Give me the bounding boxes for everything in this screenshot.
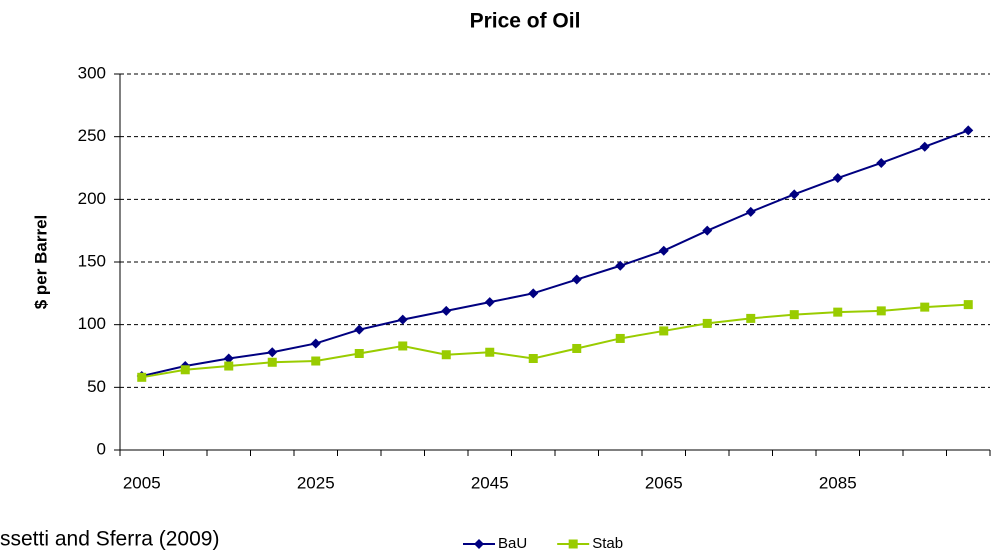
marker	[571, 274, 582, 285]
marker	[963, 300, 973, 310]
marker	[528, 354, 538, 364]
marker	[833, 307, 843, 317]
y-tick-label: 50	[87, 377, 106, 396]
marker	[572, 343, 582, 353]
marker	[528, 288, 539, 299]
marker	[180, 365, 190, 375]
y-axis-label: $ per Barrel	[31, 215, 50, 310]
marker	[919, 141, 930, 152]
marker	[745, 206, 756, 217]
series-line	[141, 129, 969, 378]
marker	[485, 347, 495, 357]
marker	[223, 353, 234, 364]
marker	[615, 333, 625, 343]
marker	[474, 539, 484, 549]
marker	[876, 306, 886, 316]
marker	[311, 356, 321, 366]
marker	[920, 302, 930, 312]
marker	[658, 245, 669, 256]
marker	[267, 357, 277, 367]
marker	[137, 372, 147, 382]
legend-label: BaU	[498, 535, 527, 552]
y-tick-label: 0	[97, 439, 106, 458]
marker	[397, 314, 408, 325]
marker	[615, 260, 626, 271]
marker	[484, 297, 495, 308]
x-tick-label: 2085	[819, 473, 857, 492]
x-tick-label: 2045	[471, 473, 509, 492]
marker	[267, 347, 278, 358]
marker	[310, 338, 321, 349]
marker	[702, 225, 713, 236]
marker	[832, 173, 843, 184]
legend-label: Stab	[592, 535, 623, 552]
y-tick-label: 200	[78, 189, 106, 208]
marker	[963, 125, 974, 136]
marker	[398, 341, 408, 351]
marker	[441, 305, 452, 316]
marker	[876, 157, 887, 168]
marker	[746, 313, 756, 323]
x-tick-label: 2065	[645, 473, 683, 492]
marker	[659, 326, 669, 336]
series-line	[141, 303, 969, 379]
marker	[354, 348, 364, 358]
marker	[441, 350, 451, 360]
marker	[702, 318, 712, 328]
chart-title: Price of Oil	[470, 10, 581, 33]
y-tick-label: 100	[78, 314, 106, 333]
x-tick-label: 2025	[297, 473, 335, 492]
marker	[568, 539, 578, 549]
x-tick-label: 2005	[123, 473, 161, 492]
marker	[224, 361, 234, 371]
marker	[789, 189, 800, 200]
source-note: ssetti and Sferra (2009)	[0, 528, 219, 551]
marker	[789, 310, 799, 320]
y-tick-label: 250	[78, 126, 106, 145]
y-tick-label: 300	[78, 63, 106, 82]
marker	[354, 324, 365, 335]
y-tick-label: 150	[78, 251, 106, 270]
